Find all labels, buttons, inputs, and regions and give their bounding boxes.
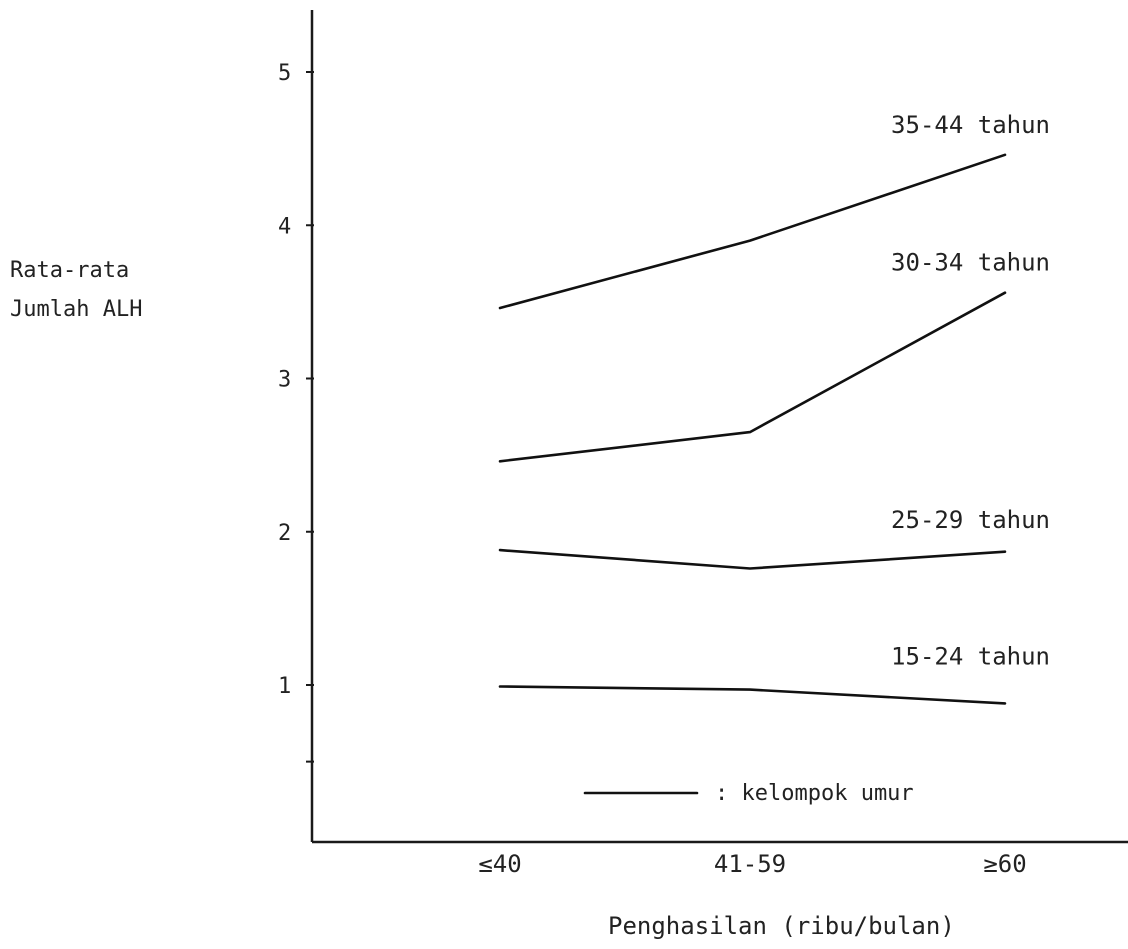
series-label-1: 35-44 tahun	[891, 111, 1050, 139]
legend: : kelompok umur	[583, 781, 914, 806]
y-ticks: 1 2 3 4 5	[278, 61, 314, 763]
series-label-3: 25-29 tahun	[891, 506, 1050, 534]
series-line-2	[498, 291, 1007, 463]
y-tick-label-2: 2	[278, 521, 291, 546]
series-line-3	[498, 548, 1007, 570]
x-tick-label-2: 41-59	[714, 850, 786, 878]
series-line-1	[498, 153, 1007, 310]
x-ticks: ≤40 41-59 ≥60	[478, 850, 1026, 878]
series-label-2: 30-34 tahun	[891, 249, 1050, 277]
series-line-4	[498, 685, 1007, 705]
x-tick-label-1: ≤40	[478, 850, 521, 878]
y-tick-label-3: 3	[278, 368, 291, 393]
y-tick-label-1: 1	[278, 674, 291, 699]
y-tick-label-5: 5	[278, 61, 291, 86]
x-axis-title: Penghasilan (ribu/bulan)	[608, 912, 955, 940]
y-axis-title-line-2: Jumlah ALH	[10, 297, 142, 322]
legend-text: : kelompok umur	[715, 781, 914, 806]
series-3: 25-29 tahun	[498, 506, 1050, 570]
series-label-4: 15-24 tahun	[891, 643, 1050, 671]
series-1: 35-44 tahun	[498, 111, 1050, 310]
series-4: 15-24 tahun	[498, 643, 1050, 705]
y-axis-title: Rata-rata Jumlah ALH	[10, 258, 142, 322]
series-2: 30-34 tahun	[498, 249, 1050, 463]
series-layer: 35-44 tahun 30-34 tahun 25-29 tahun 15-24 t…	[498, 111, 1050, 705]
y-tick-label-4: 4	[278, 214, 291, 239]
x-tick-label-3: ≥60	[983, 850, 1026, 878]
y-axis-title-line-1: Rata-rata	[10, 258, 129, 283]
